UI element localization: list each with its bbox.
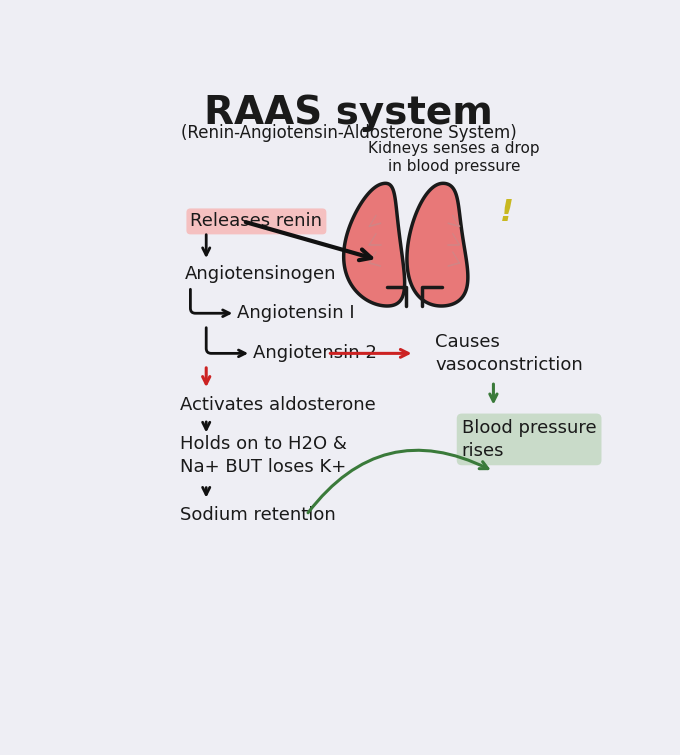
Text: Sodium retention: Sodium retention <box>180 506 336 524</box>
Text: Releases renin: Releases renin <box>190 212 322 230</box>
Text: (Renin-Angiotensin-Aldosterone System): (Renin-Angiotensin-Aldosterone System) <box>181 124 516 142</box>
Text: Holds on to H2O &
Na+ BUT loses K+: Holds on to H2O & Na+ BUT loses K+ <box>180 435 347 476</box>
Text: Causes
vasoconstriction: Causes vasoconstriction <box>435 332 583 374</box>
Text: Activates aldosterone: Activates aldosterone <box>180 396 375 414</box>
Text: Kidneys senses a drop
in blood pressure: Kidneys senses a drop in blood pressure <box>368 141 540 174</box>
Text: Angiotensin 2: Angiotensin 2 <box>252 344 377 362</box>
FancyArrowPatch shape <box>308 450 488 513</box>
Text: Angiotensinogen: Angiotensinogen <box>185 265 337 282</box>
Text: RAAS system: RAAS system <box>204 94 493 131</box>
PathPatch shape <box>343 183 405 306</box>
Text: !: ! <box>500 198 513 227</box>
Text: Blood pressure
rises: Blood pressure rises <box>462 418 596 461</box>
PathPatch shape <box>407 183 468 306</box>
Text: Angiotensin I: Angiotensin I <box>237 304 354 322</box>
